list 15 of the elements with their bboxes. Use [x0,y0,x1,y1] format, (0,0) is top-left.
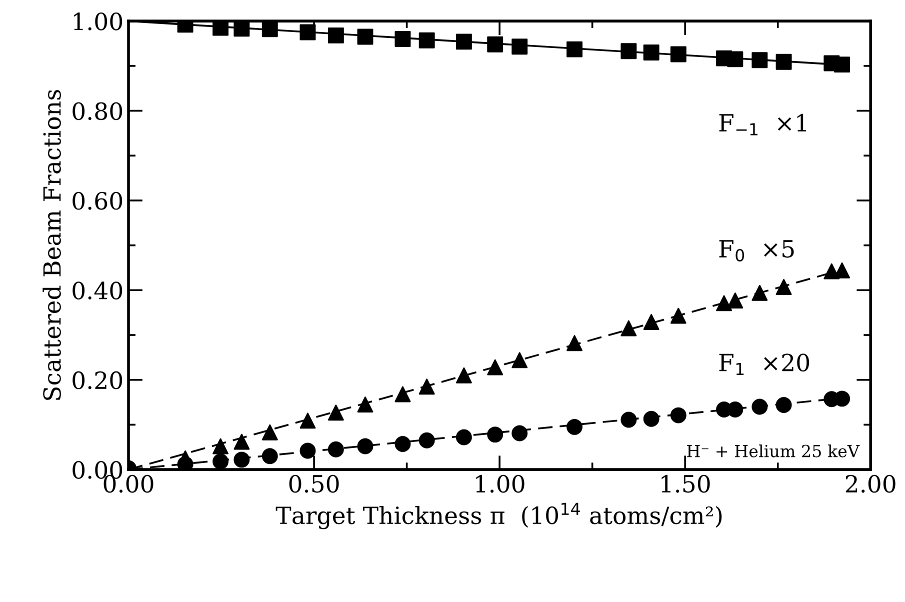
annotation: H⁻ + Helium 25 keV [687,444,860,458]
x-tick-label: 0.50 [289,474,339,493]
text: F$_{1}$ ×20 [719,354,810,375]
x-tick-label: 1.00 [476,474,524,493]
y-tick-label: 0.20 [72,371,122,390]
x-tick-label: 1.50 [662,474,710,493]
y-tick-label: 1.00 [74,12,122,30]
y-tick-label: 0.40 [72,282,122,300]
y-axis-title: Scattered Beam Fractions [42,90,61,400]
y-tick-label: 0.60 [72,192,122,210]
text: F$_{0}$ ×5 [719,240,794,262]
x-tick-label: 2.00 [846,474,896,493]
x-axis-title: Target Thickness π (10$^{14}$ atoms/cm²) [276,502,722,530]
y-tick-label: 0.80 [72,102,122,120]
text: F$_{−1}$ ×1 [719,114,806,136]
